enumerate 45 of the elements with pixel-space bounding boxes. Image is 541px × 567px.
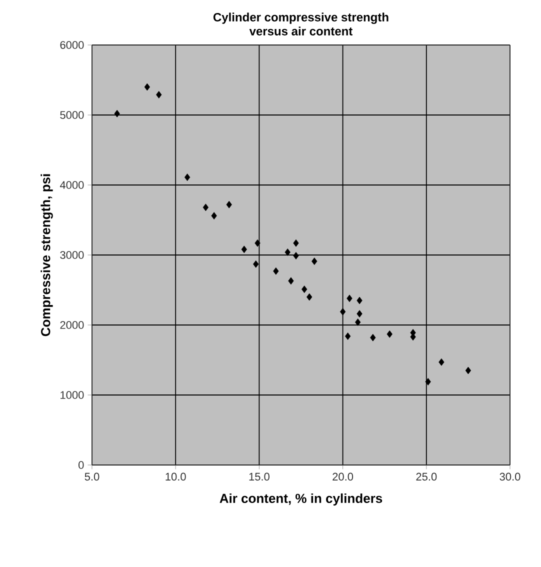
point bbox=[156, 90, 162, 98]
point bbox=[306, 293, 312, 301]
point bbox=[253, 260, 259, 268]
y-tick-label: 4000 bbox=[60, 181, 84, 189]
y-tick-label: 1000 bbox=[60, 391, 84, 399]
point bbox=[284, 248, 290, 256]
point bbox=[273, 267, 279, 275]
chart-title: Cylinder compressive strength versus air content bbox=[213, 12, 388, 36]
y-tick-label: 3000 bbox=[60, 251, 84, 259]
point bbox=[184, 174, 190, 181]
point bbox=[293, 252, 299, 260]
point bbox=[288, 277, 294, 285]
x-axis-title: Air content, % in cylinders bbox=[220, 493, 382, 506]
point bbox=[340, 308, 346, 316]
x-tick-label: 5.0 bbox=[84, 472, 100, 481]
point bbox=[211, 212, 217, 220]
point bbox=[241, 246, 247, 254]
y-tick-label: 2000 bbox=[60, 321, 84, 329]
point bbox=[355, 318, 361, 326]
point bbox=[302, 286, 308, 293]
point bbox=[425, 378, 431, 386]
point bbox=[293, 239, 299, 247]
y-tick-label: 5000 bbox=[60, 111, 84, 119]
point bbox=[346, 294, 352, 302]
point bbox=[344, 332, 351, 340]
point bbox=[312, 258, 318, 265]
y-axis-title: Compressive strength, psi bbox=[40, 174, 53, 336]
x-tick-label: 10.0 bbox=[166, 472, 186, 481]
point bbox=[254, 239, 260, 247]
point bbox=[386, 330, 392, 338]
x-tick-label: 30.0 bbox=[500, 472, 520, 481]
point bbox=[226, 200, 232, 208]
x-tick-label: 20.0 bbox=[332, 472, 354, 481]
point bbox=[356, 310, 362, 318]
point bbox=[144, 83, 150, 91]
point bbox=[465, 366, 472, 374]
point bbox=[356, 296, 362, 304]
x-tick-label: 25.0 bbox=[416, 472, 437, 481]
x-tick-label: 15.0 bbox=[249, 472, 270, 481]
y-tick-label: 0 bbox=[78, 461, 84, 469]
point bbox=[438, 358, 444, 366]
point bbox=[114, 110, 120, 118]
y-tick-label: 6000 bbox=[60, 41, 84, 49]
point bbox=[202, 204, 209, 212]
point bbox=[370, 334, 376, 342]
